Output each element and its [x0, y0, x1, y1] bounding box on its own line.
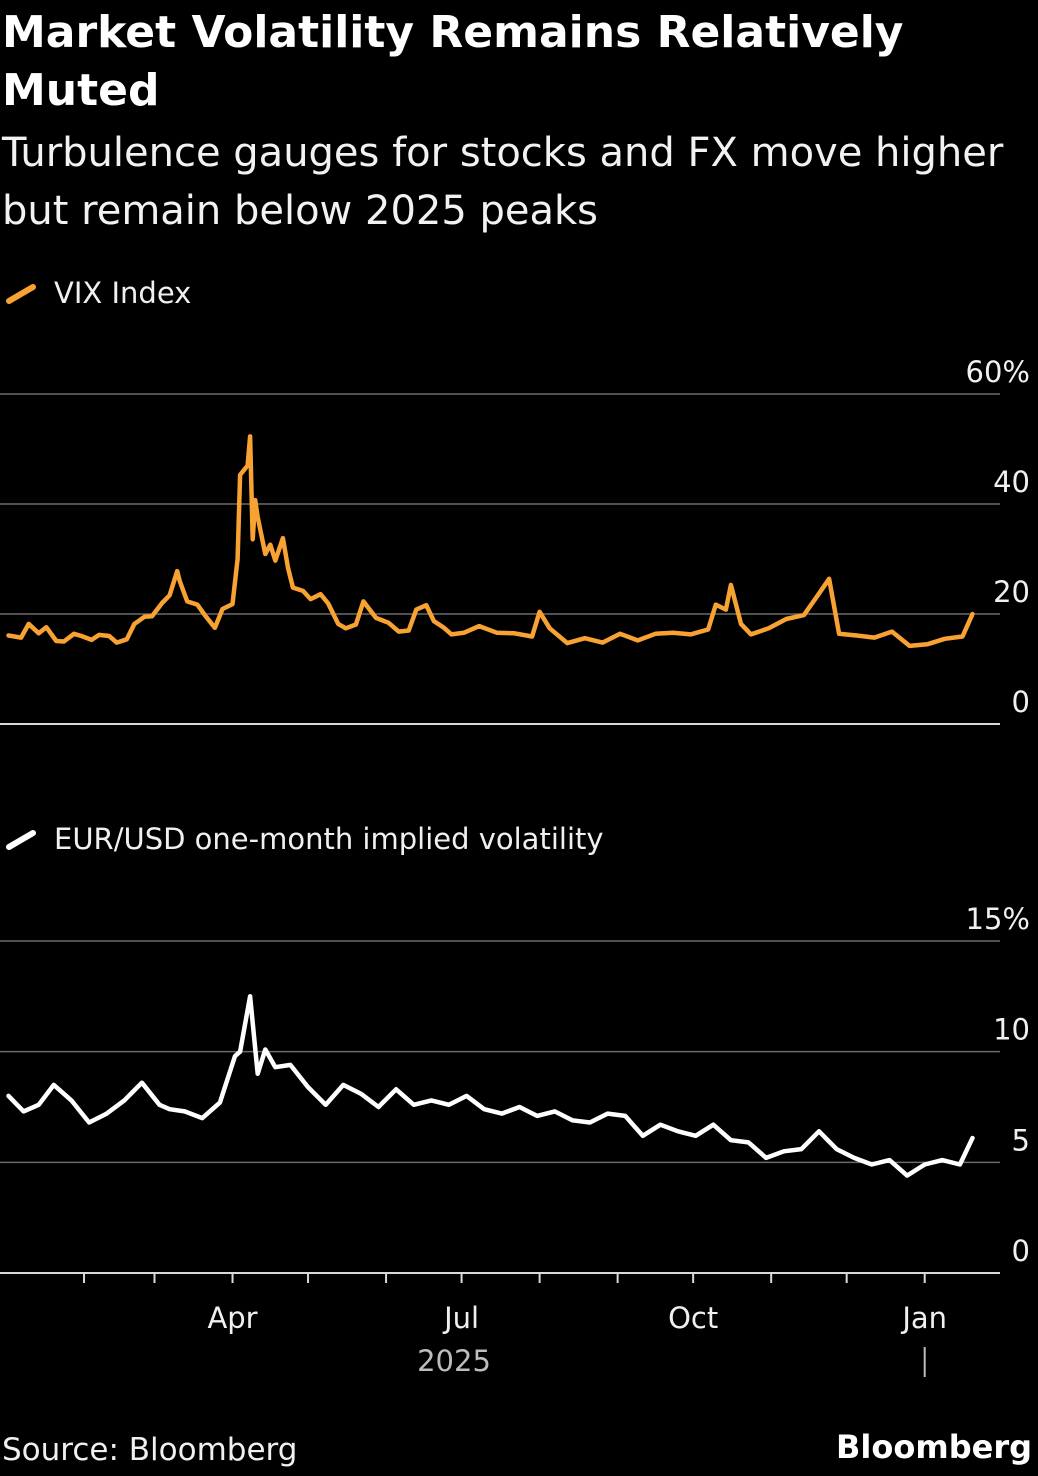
vix-panel: 0 20 40 60%: [0, 355, 1030, 725]
legend-swatch-vix-icon: [6, 284, 36, 304]
legend-label-vix: VIX Index: [54, 276, 192, 310]
legend-label-eurusd: EUR/USD one-month implied volatility: [54, 822, 604, 856]
vix-y-tick-label: 20: [993, 575, 1030, 609]
x-tick-label: Jan: [900, 1301, 947, 1335]
legend-swatch-eurusd-icon: [6, 830, 36, 850]
x-tick-label: Oct: [668, 1301, 718, 1335]
vix-series-line: [6, 434, 975, 649]
chart-title: Market Volatility Remains Relatively Mut…: [2, 7, 904, 116]
eurusd-panel: 0 5 10 15%: [0, 902, 1030, 1274]
x-tick-label: Apr: [207, 1301, 257, 1335]
vix-y-tick-label: 60%: [966, 355, 1030, 389]
vix-y-tick-label: 0: [1012, 685, 1030, 719]
chart-subtitle: Turbulence gauges for stocks and FX move…: [2, 130, 1004, 234]
eurusd-series-line: [6, 994, 975, 1178]
eurusd-y-tick-label: 15%: [966, 902, 1030, 936]
eurusd-y-tick-label: 5: [1012, 1123, 1030, 1157]
x-tick-label: Jul: [442, 1301, 479, 1335]
eurusd-y-tick-label: 0: [1012, 1234, 1030, 1268]
bloomberg-logo: Bloomberg: [836, 1428, 1032, 1466]
vix-y-tick-label: 40: [993, 465, 1030, 499]
source-note: Source: Bloomberg: [2, 1432, 298, 1468]
year-label: 2025: [417, 1344, 491, 1378]
eurusd-y-tick-label: 10: [993, 1013, 1030, 1047]
x-axis: Apr Jul Oct Jan 2025: [83, 1273, 947, 1378]
